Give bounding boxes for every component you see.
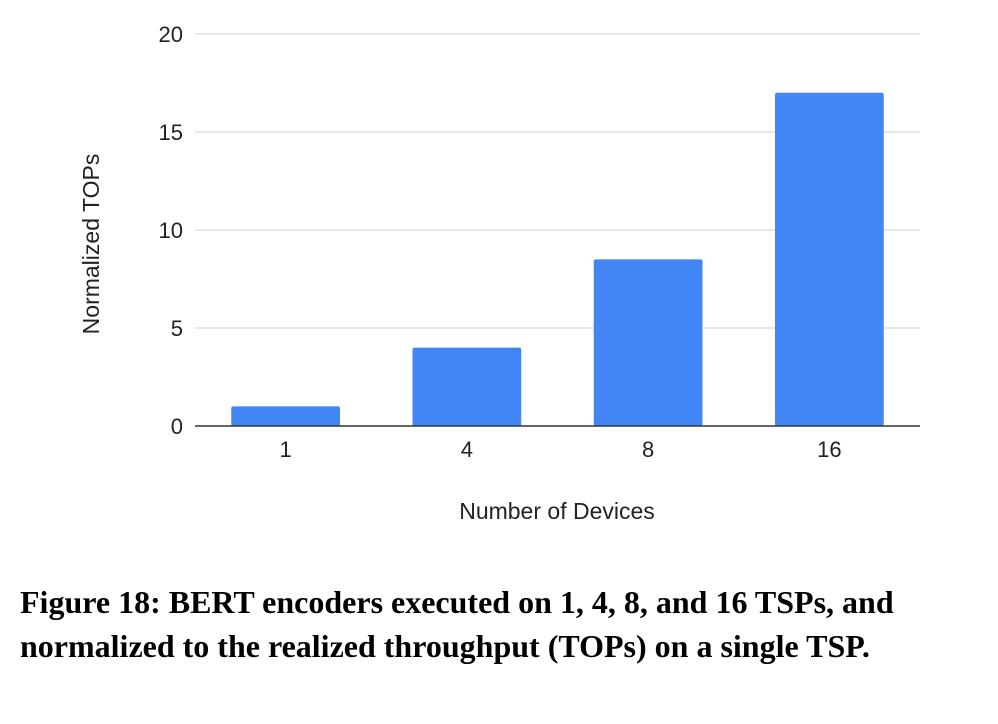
x-tick-labels: 1 4 8 16 xyxy=(280,437,842,462)
figure-caption: Figure 18: BERT encoders executed on 1, … xyxy=(20,584,894,664)
y-tick-label: 10 xyxy=(159,218,183,243)
y-tick-label: 5 xyxy=(171,316,183,341)
y-axis-title: Normalized TOPs xyxy=(78,154,104,335)
x-tick-label: 8 xyxy=(642,437,654,462)
bars xyxy=(231,92,884,427)
bar-16 xyxy=(775,92,884,427)
x-tick-label: 4 xyxy=(461,437,473,462)
x-tick-label: 16 xyxy=(817,437,841,462)
y-tick-label: 15 xyxy=(159,120,183,145)
bar-4 xyxy=(412,347,522,426)
y-tick-labels: 0 5 10 15 20 xyxy=(159,22,183,439)
y-tick-label: 0 xyxy=(171,414,183,439)
x-axis-title: Number of Devices xyxy=(459,498,655,524)
y-tick-label: 20 xyxy=(159,22,183,47)
bar-8 xyxy=(593,259,703,426)
x-tick-label: 1 xyxy=(280,437,292,462)
bar-1 xyxy=(231,406,340,426)
